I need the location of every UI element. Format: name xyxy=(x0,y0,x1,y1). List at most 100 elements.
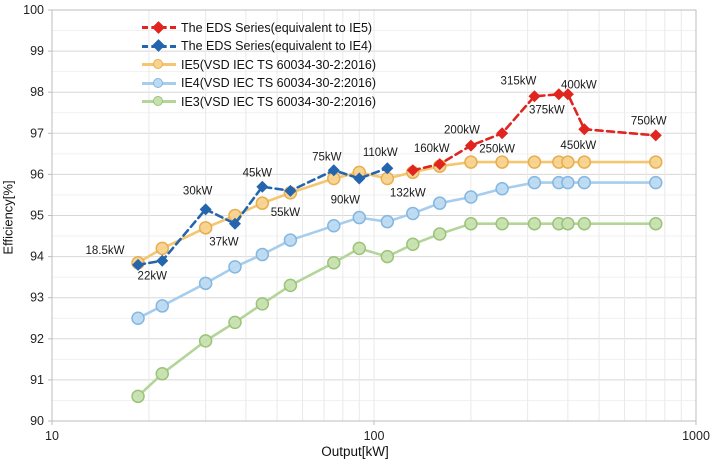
series-line-eds-ie4 xyxy=(136,166,389,267)
legend-label-ie5: IE5(VSD IEC TS 60034-30-2:2016) xyxy=(181,57,377,72)
marker-circle xyxy=(198,221,213,235)
marker-circle xyxy=(255,196,270,210)
marker-circle xyxy=(198,334,213,348)
series-ie4 xyxy=(131,175,663,325)
marker-diamond xyxy=(528,90,541,103)
axis-ticks: 90 91 92 93 94 95 96 97 98 99 100 10 100 1000 xyxy=(23,3,710,443)
marker-circle xyxy=(577,155,592,169)
marker-diamond xyxy=(433,158,446,171)
legend-label-ie4: IE4(VSD IEC TS 60034-30-2:2016) xyxy=(181,76,377,91)
series-eds-ie4 xyxy=(132,162,394,271)
x-tick-label: 1000 xyxy=(682,429,710,443)
marker-diamond xyxy=(256,180,269,193)
marker-circle xyxy=(561,175,575,190)
marker-circle xyxy=(228,315,242,330)
marker-circle xyxy=(464,216,478,231)
marker-diamond xyxy=(199,203,212,216)
marker-diamond xyxy=(156,254,169,267)
marker-circle xyxy=(561,155,575,169)
point-label-110kw: 110kW xyxy=(363,147,398,159)
legend-label-eds-ie5: The EDS Series(equivalent to IE5) xyxy=(181,20,373,35)
y-tick-label: 96 xyxy=(30,167,44,181)
marker-circle xyxy=(577,175,592,190)
marker-circle xyxy=(228,260,242,274)
marker-circle xyxy=(327,219,341,233)
marker-circle xyxy=(131,389,145,404)
marker-circle xyxy=(527,216,542,231)
point-label-250kw: 250kW xyxy=(479,143,515,155)
marker-circle xyxy=(352,210,367,225)
marker-diamond xyxy=(228,217,241,230)
marker-circle xyxy=(561,216,575,231)
marker-diamond xyxy=(406,164,419,177)
point-annotations: 18.5kW 22kW 30kW 37kW 45kW 55kW 75kW 90kW 110kW 1… xyxy=(86,75,667,282)
point-label-400kw: 400kW xyxy=(561,79,597,91)
marker-circle xyxy=(155,241,170,256)
y-tick-label: 95 xyxy=(30,209,44,223)
marker-circle xyxy=(255,247,270,262)
y-tick-label: 97 xyxy=(30,126,44,140)
marker-diamond xyxy=(353,172,366,185)
legend-item-ie3: IE3(VSD IEC TS 60034-30-2:2016) xyxy=(142,94,376,109)
marker-circle xyxy=(527,175,542,190)
marker-circle xyxy=(380,249,395,264)
ie3-line-circle-icon xyxy=(142,95,176,109)
x-axis-title: Output[kW] xyxy=(321,444,389,459)
marker-circle xyxy=(327,256,341,270)
point-label-315kw: 315kW xyxy=(501,75,537,87)
series-eds-ie5 xyxy=(406,88,662,177)
marker-circle xyxy=(464,190,478,204)
marker-diamond xyxy=(552,88,565,101)
x-tick-label: 10 xyxy=(45,429,59,443)
y-tick-label: 92 xyxy=(30,332,44,346)
point-label-375kw: 375kW xyxy=(529,104,565,116)
marker-circle xyxy=(283,233,298,247)
marker-circle xyxy=(255,297,270,311)
marker-circle xyxy=(577,216,592,231)
marker-circle xyxy=(352,241,367,256)
chart-legend: The EDS Series(equivalent to IE5) The ED… xyxy=(142,20,376,109)
point-label-37kw: 37kW xyxy=(209,237,239,249)
marker-diamond xyxy=(284,184,297,197)
point-label-30kw: 30kW xyxy=(183,185,213,197)
y-axis-title: Efficiency[%] xyxy=(0,180,16,255)
legend-label-eds-ie4: The EDS Series(equivalent to IE4) xyxy=(181,39,373,54)
series-line-ie3 xyxy=(136,222,658,398)
point-label-160kw: 160kW xyxy=(414,143,450,155)
y-tick-label: 100 xyxy=(23,3,44,17)
y-tick-label: 93 xyxy=(30,291,44,305)
marker-diamond xyxy=(578,123,591,136)
marker-diamond xyxy=(381,162,394,175)
marker-circle xyxy=(432,196,447,210)
point-label-22kw: 22kW xyxy=(138,271,168,283)
marker-circle xyxy=(649,216,663,231)
ie4-line-circle-icon xyxy=(142,76,176,90)
series-line-eds-ie5 xyxy=(411,93,658,172)
x-tick-label: 100 xyxy=(364,429,385,443)
marker-diamond xyxy=(649,129,662,142)
y-tick-label: 90 xyxy=(30,414,44,428)
marker-circle xyxy=(527,155,542,169)
marker-circle xyxy=(432,227,447,241)
y-tick-label: 98 xyxy=(30,85,44,99)
marker-circle xyxy=(380,171,395,186)
marker-circle xyxy=(283,278,298,293)
marker-diamond xyxy=(464,139,477,152)
point-label-450kw: 450kW xyxy=(560,140,596,152)
point-label-18-5kw: 18.5kW xyxy=(86,245,125,257)
marker-diamond xyxy=(496,127,509,140)
marker-circle xyxy=(198,276,213,291)
point-label-132kw: 132kW xyxy=(390,187,426,199)
point-label-45kw: 45kW xyxy=(243,168,273,180)
marker-diamond xyxy=(561,88,574,101)
marker-circle xyxy=(380,214,395,229)
eds-ie5-dashed-diamond-icon xyxy=(142,20,176,35)
legend-item-ie5: IE5(VSD IEC TS 60034-30-2:2016) xyxy=(142,57,376,72)
point-label-750kw: 750kW xyxy=(631,115,667,127)
y-tick-label: 91 xyxy=(30,373,44,387)
marker-circle xyxy=(406,237,420,252)
marker-diamond xyxy=(327,164,340,177)
marker-circle xyxy=(464,155,478,169)
marker-diamond xyxy=(132,258,145,271)
eds-ie4-dashed-diamond-icon xyxy=(142,39,176,53)
